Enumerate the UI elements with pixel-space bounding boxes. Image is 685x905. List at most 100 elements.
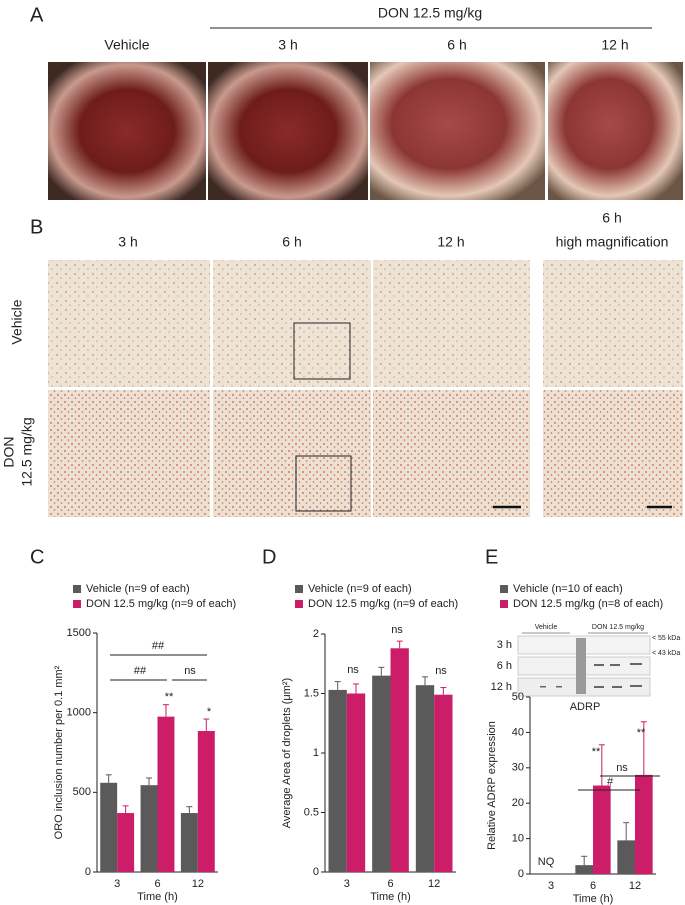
y-axis-label: Average Area of droplets (μm²) xyxy=(281,678,293,828)
legend-swatch xyxy=(295,600,303,608)
y-tick-label: 30 xyxy=(512,762,524,774)
panel-a: A DON 12.5 mg/kg Vehicle 3 h 6 h 12 h xyxy=(30,4,683,200)
annotation: ns xyxy=(347,664,359,676)
row-label: Vehicle xyxy=(9,299,25,344)
legend-label: DON 12.5 mg/kg (n=8 of each) xyxy=(513,598,663,610)
y-tick-label: 0 xyxy=(313,866,319,878)
bar xyxy=(328,689,347,872)
ladder xyxy=(576,638,586,694)
y-tick-label: 1000 xyxy=(67,707,91,719)
panel-letter: E xyxy=(485,546,498,568)
column-label: 3 h xyxy=(118,234,137,250)
blot-row: 6 h xyxy=(497,660,512,672)
annotation: ns xyxy=(616,762,628,774)
legend-swatch xyxy=(73,585,81,593)
micrograph xyxy=(373,390,530,517)
y-axis-label: Relative ADRP expression xyxy=(486,721,498,850)
column-label: 12 h xyxy=(601,37,628,53)
y-tick-label: 1 xyxy=(313,747,319,759)
annotation: NQ xyxy=(538,856,555,868)
bar xyxy=(346,693,366,872)
x-axis-label: Time (h) xyxy=(573,893,614,905)
protein-label: ADRP xyxy=(570,701,601,713)
annotation: ## xyxy=(152,640,165,652)
y-tick-label: 20 xyxy=(512,797,524,809)
y-tick-label: 0 xyxy=(518,868,524,880)
y-tick-label: 40 xyxy=(512,726,524,738)
column-label: 12 h xyxy=(437,234,464,250)
x-tick-label: 12 xyxy=(629,880,641,892)
x-tick-label: 12 xyxy=(428,878,440,890)
legend-label: Vehicle (n=9 of each) xyxy=(86,583,190,595)
x-tick-label: 3 xyxy=(548,880,554,892)
annotation: ** xyxy=(637,727,646,739)
annotation: # xyxy=(607,776,614,788)
annotation: ** xyxy=(165,691,174,703)
bar xyxy=(593,785,611,874)
y-tick-label: 0 xyxy=(85,866,91,878)
annotation: ** xyxy=(592,746,601,758)
x-tick-label: 6 xyxy=(154,878,160,890)
bar xyxy=(434,694,453,872)
x-axis-label: Time (h) xyxy=(370,891,411,903)
column-label: Vehicle xyxy=(104,37,149,53)
y-tick-label: 50 xyxy=(512,691,524,703)
bar xyxy=(140,785,158,872)
legend-swatch xyxy=(73,600,81,608)
column-label: high magnification xyxy=(556,234,669,250)
zoom-box xyxy=(295,455,352,512)
column-label: 3 h xyxy=(278,37,297,53)
bar xyxy=(117,813,135,872)
column-label: 6 h xyxy=(447,37,466,53)
marker: < 43 kDa xyxy=(652,650,680,657)
blot-group: Vehicle xyxy=(535,624,558,631)
legend-label: DON 12.5 mg/kg (n=9 of each) xyxy=(86,598,236,610)
bar xyxy=(617,840,635,874)
annotation: ## xyxy=(134,665,147,677)
legend-swatch xyxy=(295,585,303,593)
bar xyxy=(197,730,215,872)
x-tick-label: 6 xyxy=(387,878,393,890)
group-label: DON 12.5 mg/kg xyxy=(378,5,482,21)
photo xyxy=(370,62,545,200)
y-tick-label: 0.5 xyxy=(304,806,319,818)
photo xyxy=(208,62,368,200)
micrograph xyxy=(48,390,210,517)
blot-row: 3 h xyxy=(497,639,512,651)
bar xyxy=(635,774,653,874)
micrograph xyxy=(48,260,210,387)
bar xyxy=(100,782,118,872)
bar xyxy=(415,685,435,872)
y-tick-label: 500 xyxy=(73,786,91,798)
x-axis-label: Time (h) xyxy=(137,891,178,903)
panel-letter: D xyxy=(262,546,276,568)
x-tick-label: 3 xyxy=(114,878,120,890)
bar xyxy=(157,716,175,872)
y-tick-label: 1500 xyxy=(67,627,91,639)
legend-swatch xyxy=(500,600,508,608)
bar xyxy=(390,648,409,872)
legend-label: Vehicle (n=10 of each) xyxy=(513,583,623,595)
x-tick-label: 6 xyxy=(590,880,596,892)
y-tick-label: 2 xyxy=(313,628,319,640)
blot-row: 12 h xyxy=(491,681,512,693)
annotation: ns xyxy=(184,665,196,677)
row-label: 12.5 mg/kg xyxy=(19,417,35,486)
y-tick-label: 10 xyxy=(512,833,524,845)
blot: Vehicle DON 12.5 mg/kg 3 h 6 h 12 h < 55… xyxy=(491,624,681,713)
photo xyxy=(548,62,683,200)
bands xyxy=(540,663,642,688)
y-tick-label: 1.5 xyxy=(304,687,319,699)
panel-letter: B xyxy=(30,216,43,238)
legend-label: DON 12.5 mg/kg (n=9 of each) xyxy=(308,598,458,610)
micrograph xyxy=(543,390,683,517)
legend-swatch xyxy=(500,585,508,593)
annotation: ns xyxy=(435,665,447,677)
panel-b: B 3 h 6 h 12 h 6 h high magnification Ve… xyxy=(1,210,683,517)
blot-group: DON 12.5 mg/kg xyxy=(592,624,644,631)
column-label: 6 h xyxy=(602,210,621,226)
row-label: DON xyxy=(1,436,17,467)
micrograph xyxy=(543,260,683,387)
